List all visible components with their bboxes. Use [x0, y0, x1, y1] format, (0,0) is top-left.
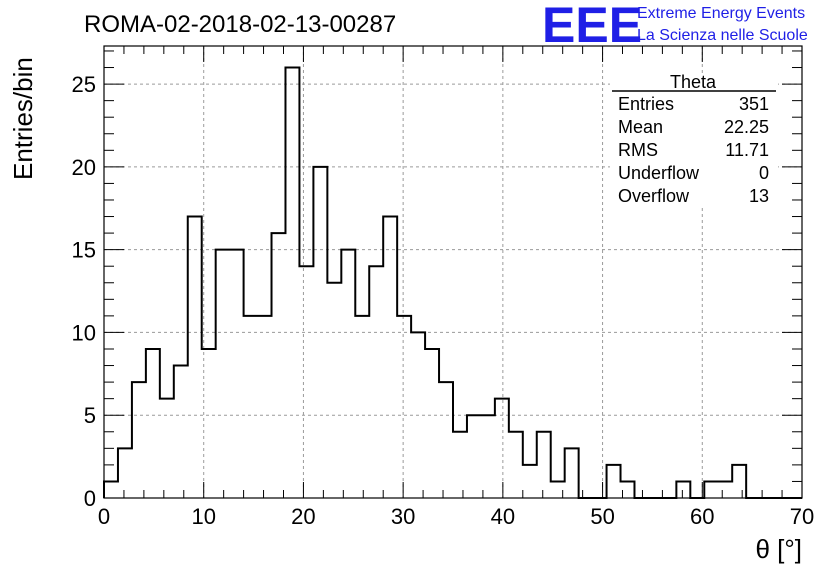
- histogram-bin: [188, 217, 202, 498]
- y-tick-label: 20: [72, 155, 96, 180]
- stats-row-label: Overflow: [618, 186, 690, 206]
- histogram-bin: [397, 316, 411, 498]
- stats-row-label: Entries: [618, 94, 674, 114]
- x-tick-label: 20: [291, 504, 315, 529]
- histogram-bin: [160, 399, 174, 498]
- histogram-bin: [174, 366, 188, 498]
- histogram-bin: [313, 167, 327, 498]
- stats-row-value: 11.71: [725, 140, 769, 160]
- histogram-bin: [104, 481, 118, 498]
- x-tick-label: 70: [790, 504, 814, 529]
- histogram-series-line: [103, 66, 802, 499]
- histogram-bin: [244, 316, 258, 498]
- x-tick-label: 30: [391, 504, 415, 529]
- stats-row-value: 0: [759, 163, 769, 183]
- histogram-bin: [369, 266, 383, 498]
- histogram-bin: [676, 481, 690, 498]
- histogram-bin: [551, 481, 565, 498]
- chart-title: ROMA-02-2018-02-13-00287: [84, 11, 396, 38]
- y-tick-label: 25: [72, 72, 96, 97]
- histogram-bin: [732, 465, 746, 498]
- histogram-bin: [230, 250, 244, 498]
- stats-title: Theta: [670, 72, 717, 92]
- histogram-bin: [383, 217, 397, 498]
- logo-line-2: La Scienza nelle Scuole: [637, 27, 808, 44]
- y-tick-label: 5: [84, 403, 96, 428]
- y-tick-label: 0: [84, 486, 96, 511]
- y-tick-label: 15: [72, 238, 96, 263]
- histogram-bin: [607, 465, 621, 498]
- axis-tick-labels: 0 10 20 30 40 50 60 70 0 5 10 15 20 25: [72, 72, 815, 529]
- histogram-bin: [146, 349, 160, 498]
- stats-row-value: 351: [739, 94, 769, 114]
- stats-box: Theta Entries 351 Mean 22.25 RMS 11.71 Underfl…: [610, 72, 778, 208]
- logo-line-1: Extreme Energy Events: [637, 5, 805, 22]
- eee-logo: EEE Extreme Energy Events La Scienza nel…: [542, 0, 808, 53]
- stats-row-value: 22.25: [724, 117, 769, 137]
- histogram-bin: [537, 432, 551, 498]
- histogram-bin: [509, 432, 523, 498]
- histogram-bin: [495, 399, 509, 498]
- histogram-bin: [341, 250, 355, 498]
- histogram-bin: [118, 448, 132, 498]
- logo-mark: EEE: [542, 0, 642, 53]
- stats-box-background: [610, 74, 778, 208]
- histogram-bin: [467, 415, 481, 498]
- histogram-bin: [565, 448, 579, 498]
- x-tick-label: 10: [191, 504, 215, 529]
- histogram-bin: [285, 68, 299, 498]
- stats-row-value: 13: [749, 186, 769, 206]
- histogram-bin: [411, 332, 425, 498]
- histogram-bin: [272, 233, 286, 498]
- x-tick-label: 0: [98, 504, 110, 529]
- x-tick-label: 40: [491, 504, 515, 529]
- histogram-bin: [481, 415, 495, 498]
- histogram-bin: [202, 349, 216, 498]
- x-axis-label: θ [°]: [755, 534, 802, 564]
- histogram-bin: [258, 316, 272, 498]
- histogram-bin: [299, 266, 313, 498]
- histogram-bin: [704, 481, 718, 498]
- y-axis-label: Entries/bin: [8, 57, 38, 180]
- histogram-bin: [453, 432, 467, 498]
- histogram-bin: [439, 382, 453, 498]
- stats-row-label: Mean: [618, 117, 663, 137]
- histogram-bin: [523, 465, 537, 498]
- x-tick-label: 50: [590, 504, 614, 529]
- stats-row-label: Underflow: [618, 163, 700, 183]
- histogram-bin: [425, 349, 439, 498]
- histogram-bin: [718, 481, 732, 498]
- histogram-bin: [216, 250, 230, 498]
- stats-rows: Entries 351 Mean 22.25 RMS 11.71 Underflow 0 Ove…: [618, 94, 769, 206]
- plot-frame: [103, 45, 803, 499]
- stats-row-label: RMS: [618, 140, 658, 160]
- y-tick-label: 10: [72, 320, 96, 345]
- x-tick-label: 60: [690, 504, 714, 529]
- histogram-bin: [355, 316, 369, 498]
- histogram-bin: [327, 283, 341, 498]
- histogram-bin: [132, 382, 146, 498]
- histogram-bin: [621, 481, 635, 498]
